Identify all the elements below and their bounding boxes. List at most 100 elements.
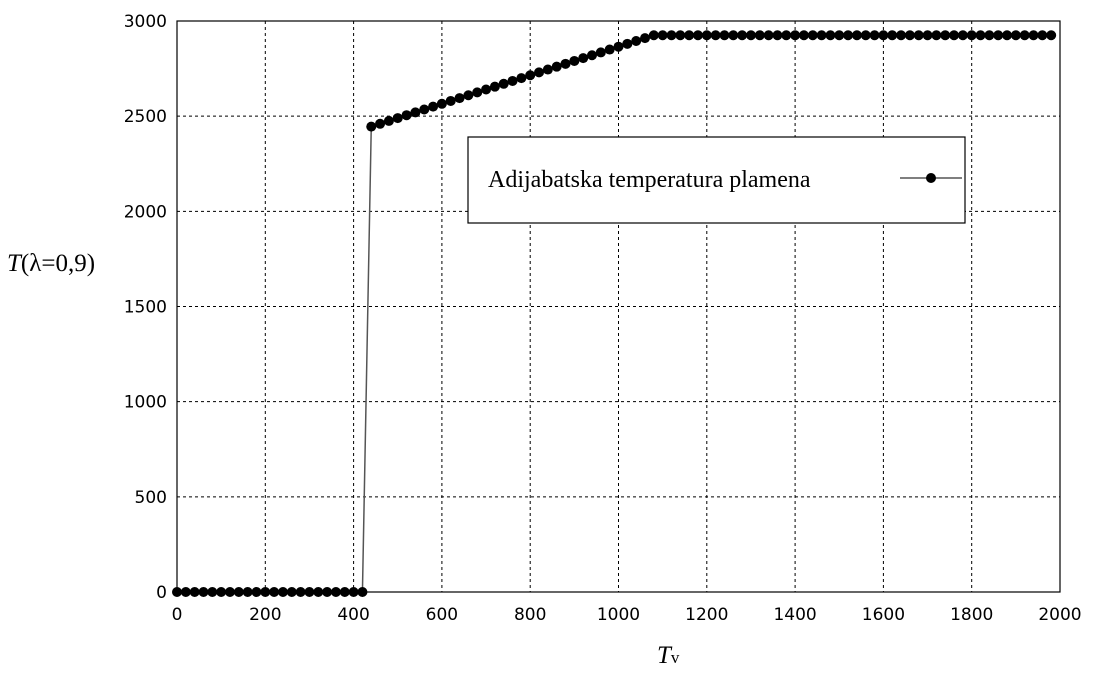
data-point [931,30,942,41]
data-point [339,587,350,597]
x-tick-label: 1800 [950,605,993,625]
data-point [904,30,915,41]
data-point [816,30,827,41]
x-axis-ticks: 0 200 400 600 800 1000 1200 1400 1600 1800 2000 [172,605,1082,625]
data-point [595,47,606,58]
x-axis-title-main: T [657,642,673,669]
y-tick-label: 0 [156,583,167,603]
data-point [1037,30,1048,41]
data-point [604,44,615,55]
data-point [383,115,394,126]
data-point [710,30,721,41]
x-axis-title: Tv [657,642,680,669]
data-point [224,587,235,597]
x-tick-label: 400 [337,605,369,625]
data-point [966,30,977,41]
data-point [525,70,536,81]
data-point [481,84,492,95]
legend: Adijabatska temperatura plamena [467,136,966,224]
data-point [322,587,333,597]
data-point [984,30,995,41]
legend-label: Adijabatska temperatura plamena [488,167,811,193]
data-point [216,587,227,597]
data-point [463,90,474,101]
data-point [436,98,447,109]
data-point [957,30,968,41]
data-point [648,30,659,41]
y-axis-title: T(λ=0,9) [7,250,95,277]
data-point [913,30,924,41]
data-point [304,587,315,597]
y-tick-label: 2500 [124,107,167,127]
data-point [869,30,880,41]
data-point [277,587,288,597]
data-point [401,110,412,121]
data-point [516,73,527,84]
data-point [798,30,809,41]
y-axis-title-rest: (λ=0,9) [21,250,95,277]
data-point [357,587,368,597]
data-point [498,78,509,89]
y-tick-label: 1500 [124,298,167,318]
series-layer [172,30,1057,597]
data-point [454,93,465,104]
data-point [489,81,500,92]
data-point [348,587,359,597]
x-tick-label: 800 [514,605,546,625]
data-point [613,41,624,52]
x-tick-label: 0 [172,605,183,625]
data-point [1010,30,1021,41]
data-point [781,30,792,41]
data-point [878,30,889,41]
data-point [542,64,553,75]
data-point [569,55,580,66]
data-point [198,587,209,597]
data-point [445,95,456,106]
y-tick-label: 1000 [124,393,167,413]
x-tick-label: 1200 [685,605,728,625]
x-tick-label: 200 [249,605,281,625]
y-axis-ticks: 0 500 1000 1500 2000 2500 3000 [124,12,167,603]
data-point [834,30,845,41]
data-point [551,61,562,72]
data-point [313,587,324,597]
grid [177,21,1060,592]
data-point [366,121,377,132]
data-point [419,104,430,115]
data-point [684,30,695,41]
data-point [719,30,730,41]
y-tick-label: 500 [135,488,167,508]
data-point [330,587,341,597]
data-point [472,87,483,98]
series-line [177,34,1052,593]
x-tick-label: 1400 [773,605,816,625]
x-tick-label: 1000 [597,605,640,625]
data-point [189,587,200,597]
data-point [807,30,818,41]
data-point [622,38,633,49]
data-point [754,30,765,41]
data-point [207,587,218,597]
data-point [940,30,951,41]
x-tick-label: 1600 [862,605,905,625]
data-point [578,53,589,64]
y-tick-label: 3000 [124,12,167,32]
data-point [260,587,271,597]
data-point [851,30,862,41]
data-point [896,30,907,41]
data-point [692,30,703,41]
data-point [180,587,191,597]
data-point [286,587,297,597]
data-point [587,50,598,61]
data-point [675,30,686,41]
data-point [860,30,871,41]
plot-area-frame [176,20,1061,593]
data-point [843,30,854,41]
data-point [745,30,756,41]
data-point [790,30,801,41]
data-point [242,587,253,597]
data-point [887,30,898,41]
data-point [172,587,182,597]
data-point [763,30,774,41]
